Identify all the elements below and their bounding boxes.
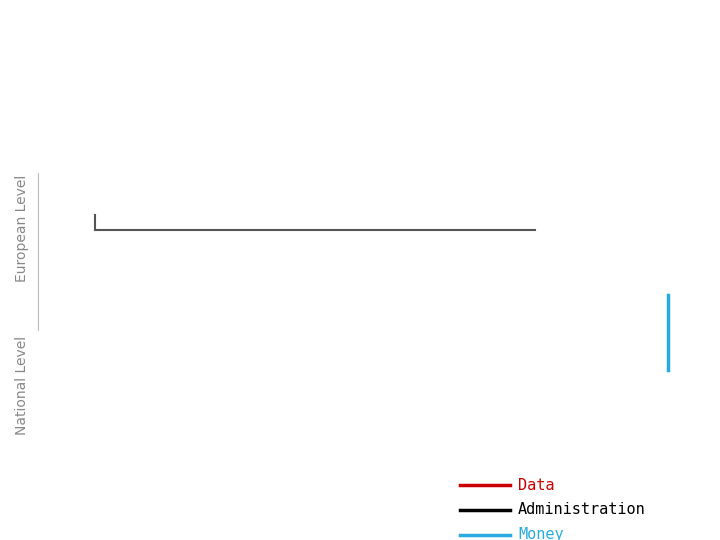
Text: Administration: Administration <box>518 503 646 517</box>
Text: Data: Data <box>518 477 554 492</box>
Text: Money: Money <box>518 528 564 540</box>
Text: National Level: National Level <box>15 335 29 435</box>
Text: European Level: European Level <box>15 174 29 282</box>
Text: The structure of ICOS (Germany as example): The structure of ICOS (Germany as exampl… <box>16 24 716 51</box>
